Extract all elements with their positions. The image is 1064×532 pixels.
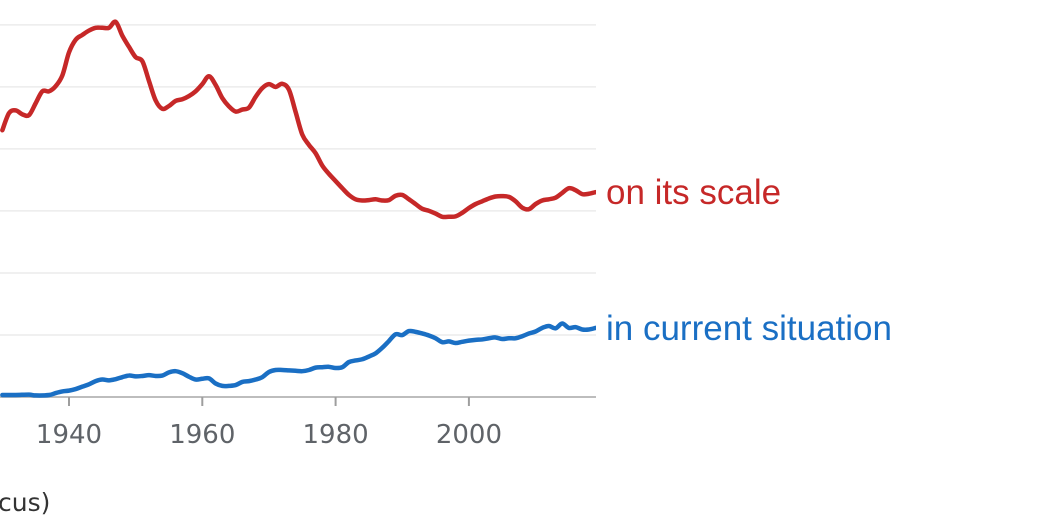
grid xyxy=(0,24,596,336)
series-label-on-its-scale: on its scale xyxy=(606,173,781,212)
x-tick-labels: 1940 1960 1980 2000 xyxy=(36,420,502,450)
series-labels: on its scale in current situation xyxy=(606,173,892,348)
series-line-on-its-scale xyxy=(0,19,596,220)
x-tick-label: 1960 xyxy=(169,420,235,450)
footer-text: cus) xyxy=(0,488,51,517)
series-line-in-current-situation xyxy=(0,321,596,398)
x-tick-label: 1940 xyxy=(36,420,102,450)
x-tick-label: 1980 xyxy=(303,420,369,450)
x-axis xyxy=(0,396,596,406)
x-tick-label: 2000 xyxy=(436,420,502,450)
series-label-in-current-situation: in current situation xyxy=(606,309,892,348)
series-lines xyxy=(0,19,596,398)
